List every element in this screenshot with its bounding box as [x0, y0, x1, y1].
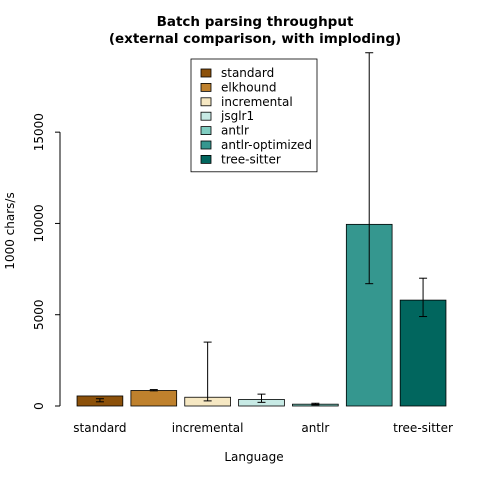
- legend-swatch-standard: [200, 68, 212, 78]
- y-tick-label-15000: 15000: [32, 113, 46, 151]
- legend-swatch-antlr: [200, 126, 212, 135]
- bar-tree-sitter: [399, 299, 447, 407]
- x-axis: standard incremental antlr tree-sitter: [73, 421, 453, 435]
- legend-box: [190, 58, 318, 173]
- y-axis-label: 1000 chars/s: [3, 192, 17, 269]
- legend-label-incremental: incremental: [221, 95, 293, 109]
- legend-swatch-antlr-optimized: [200, 140, 212, 150]
- bar-elkhound: [130, 390, 178, 407]
- legend-swatch-incremental: [200, 97, 212, 107]
- x-tick-label-tree-sitter: tree-sitter: [393, 421, 453, 435]
- x-tick-label-standard: standard: [73, 421, 126, 435]
- legend-label-standard: standard: [221, 66, 274, 80]
- x-tick-label-antlr: antlr: [301, 421, 329, 435]
- chart-title-line2: (external comparison, with imploding): [109, 31, 401, 47]
- x-tick-label-incremental: incremental: [172, 421, 244, 435]
- y-tick-label-10000: 10000: [32, 204, 46, 242]
- chart-title-line1: Batch parsing throughput: [157, 14, 354, 30]
- error-bars-group: [95, 52, 428, 406]
- y-tick-label-0: 0: [32, 402, 46, 410]
- legend-label-antlr-optimized: antlr-optimized: [221, 138, 312, 152]
- legend: standardelkhoundincrementaljsglr1antlran…: [190, 58, 318, 173]
- legend-label-antlr: antlr: [221, 124, 249, 138]
- legend-swatch-jsglr1: [200, 111, 212, 121]
- y-tick-label-5000: 5000: [32, 299, 46, 330]
- x-axis-label: Language: [224, 450, 283, 464]
- bars-group: [76, 223, 447, 407]
- legend-swatch-elkhound: [200, 83, 212, 92]
- legend-label-tree-sitter: tree-sitter: [221, 152, 281, 166]
- legend-label-jsglr1: jsglr1: [220, 109, 254, 123]
- y-axis: 0 5000 10000 15000: [32, 113, 61, 410]
- legend-label-elkhound: elkhound: [221, 80, 276, 94]
- legend-swatch-tree-sitter: [200, 154, 212, 164]
